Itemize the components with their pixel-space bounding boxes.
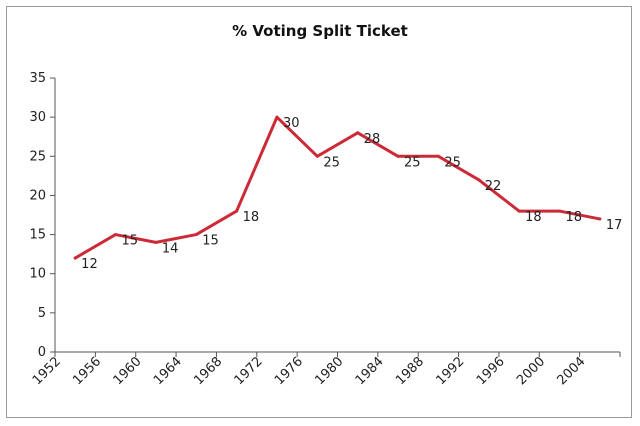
- y-tick-label: 20: [29, 188, 46, 203]
- series-line: [73, 115, 602, 260]
- data-point: [598, 217, 602, 221]
- chart-title: % Voting Split Ticket: [232, 22, 408, 40]
- data-label: 14: [162, 241, 179, 256]
- x-tick-label: 1972: [232, 354, 266, 388]
- data-label: 25: [323, 155, 340, 170]
- x-tick-label: 1992: [433, 354, 467, 388]
- data-label: 15: [202, 234, 219, 249]
- x-tick-label: 1960: [111, 354, 145, 388]
- y-tick-label: 0: [38, 345, 46, 360]
- data-label: 28: [364, 132, 381, 147]
- data-point: [235, 209, 239, 213]
- x-tick-label: 1956: [70, 354, 104, 388]
- x-tick-label: 1984: [353, 354, 387, 388]
- split-ticket-line: [73, 115, 602, 260]
- x-tick-label: 1952: [30, 354, 64, 388]
- data-label: 15: [122, 234, 139, 249]
- data-point: [114, 233, 118, 237]
- x-axis-ticks: 1952 1956 1960 1964 1968 1972 1976 1980 1984 1988…: [30, 352, 621, 388]
- y-tick-label: 30: [29, 110, 46, 125]
- x-tick-label: 2004: [555, 354, 589, 388]
- data-point: [557, 209, 561, 213]
- data-label: 18: [525, 210, 542, 225]
- x-tick-label: 1988: [393, 354, 427, 388]
- data-label: 17: [606, 218, 623, 233]
- y-tick-label: 10: [29, 267, 46, 282]
- data-point: [436, 154, 440, 158]
- y-tick-label: 5: [38, 306, 46, 321]
- data-point: [356, 131, 360, 135]
- data-label: 25: [444, 155, 461, 170]
- data-point: [194, 233, 198, 237]
- data-point: [477, 178, 481, 182]
- y-tick-label: 25: [29, 149, 46, 164]
- y-tick-label: 35: [29, 71, 46, 86]
- data-label: 18: [565, 210, 582, 225]
- data-label: 25: [404, 155, 421, 170]
- data-label: 30: [283, 116, 300, 131]
- data-point: [517, 209, 521, 213]
- x-tick-label: 2000: [514, 354, 548, 388]
- x-tick-label: 1996: [474, 354, 508, 388]
- data-point: [154, 240, 158, 244]
- x-tick-label: 1964: [151, 354, 185, 388]
- data-point: [275, 115, 279, 119]
- data-label: 22: [485, 179, 502, 194]
- data-point: [396, 154, 400, 158]
- y-axis-ticks: 0 5 10 15 20 25 30 35: [29, 71, 55, 360]
- data-point: [315, 154, 319, 158]
- data-labels: 12 15 14 15 18 30 25 28 25 25 22 18 18 17: [81, 116, 622, 272]
- x-tick-label: 1968: [191, 354, 225, 388]
- data-point: [73, 256, 77, 260]
- data-label: 18: [243, 210, 260, 225]
- x-tick-label: 1976: [272, 354, 306, 388]
- data-label: 12: [81, 257, 98, 272]
- y-tick-label: 15: [29, 228, 46, 243]
- x-tick-label: 1980: [312, 354, 346, 388]
